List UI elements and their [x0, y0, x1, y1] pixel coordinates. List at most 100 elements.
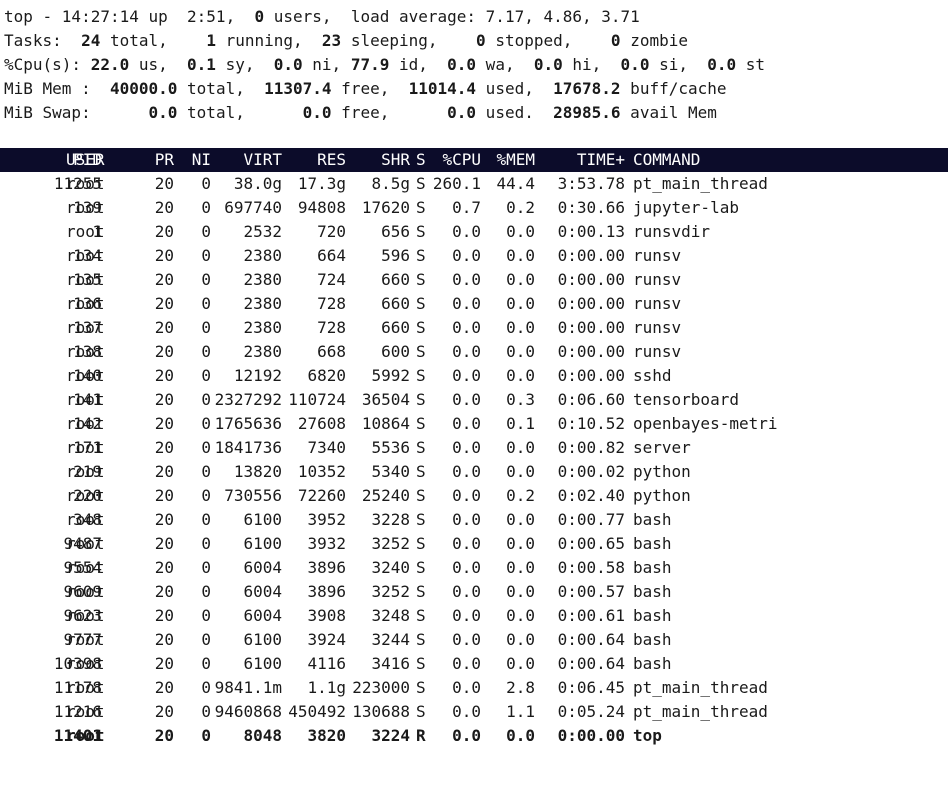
- column-header-cpu[interactable]: %CPU: [442, 150, 481, 169]
- swap-used: 0.0: [447, 103, 477, 122]
- cell-priority: 20: [154, 510, 174, 529]
- table-row[interactable]: 219 root 20 0 13820 10352 5340 S 0.0 0.0 0:00.02 py…: [0, 460, 948, 484]
- cell-res: 10352: [297, 462, 346, 481]
- cell-shr: 3252: [371, 582, 410, 601]
- cell-pid: 11216: [53, 702, 102, 721]
- table-row[interactable]: 140 root 20 0 12192 6820 5992 S 0.0 0.0 0:00.00 ssh…: [0, 364, 948, 388]
- cell-res: 3820: [307, 726, 346, 745]
- cell-command: runsv: [633, 270, 682, 289]
- column-header-command[interactable]: COMMAND: [633, 150, 701, 169]
- cell-nice: 0: [201, 438, 211, 457]
- cell-mem: 0.0: [506, 534, 535, 553]
- cell-pid: 134: [73, 246, 102, 265]
- cell-time: 0:30.66: [557, 198, 625, 217]
- table-row[interactable]: 1 root 20 0 2532 720 656 S 0.0 0.0 0:00.13 runsvdir: [0, 220, 948, 244]
- cell-user: root: [66, 510, 105, 529]
- column-header-ni[interactable]: NI: [191, 150, 211, 169]
- cell-shr: 36504: [361, 390, 410, 409]
- table-row[interactable]: 9487 root 20 0 6100 3932 3252 S 0.0 0.0 0:00.65 bas…: [0, 532, 948, 556]
- load-average-label: load average:: [350, 7, 486, 26]
- table-row[interactable]: 9777 root 20 0 6100 3924 3244 S 0.0 0.0 0:00.64 bas…: [0, 628, 948, 652]
- column-header-res[interactable]: RES: [317, 150, 346, 169]
- table-row[interactable]: 139 root 20 0 697740 94808 17620 S 0.7 0.2 0:30.66…: [0, 196, 948, 220]
- cell-virt: 9460868: [214, 702, 282, 721]
- column-header-state[interactable]: S: [416, 150, 426, 169]
- table-row[interactable]: 136 root 20 0 2380 728 660 S 0.0 0.0 0:00.00 runsv: [0, 292, 948, 316]
- cell-shr: 3244: [371, 630, 410, 649]
- table-row[interactable]: 9623 root 20 0 6004 3908 3248 S 0.0 0.0 0:00.61 bas…: [0, 604, 948, 628]
- table-row[interactable]: 11216 root 20 0 9460868 450492 130688 S 0.0 1.1 0:…: [0, 700, 948, 724]
- column-header-mem[interactable]: %MEM: [496, 150, 535, 169]
- cell-nice: 0: [201, 558, 211, 577]
- cell-command: sshd: [633, 366, 672, 385]
- cell-state: S: [416, 678, 426, 697]
- cell-state: S: [416, 438, 426, 457]
- cell-user: root: [66, 462, 105, 481]
- table-row[interactable]: 348 root 20 0 6100 3952 3228 S 0.0 0.0 0:00.77 bash: [0, 508, 948, 532]
- table-row[interactable]: 220 root 20 0 730556 72260 25240 S 0.0 0.2 0:02.40…: [0, 484, 948, 508]
- cell-user: root: [66, 438, 105, 457]
- table-row[interactable]: 11178 root 20 0 9841.1m 1.1g 223000 S 0.0 2.8 0:06…: [0, 676, 948, 700]
- cpu-si: 0.0: [620, 55, 650, 74]
- column-header-shr[interactable]: SHR: [381, 150, 410, 169]
- cell-pid: 9777: [63, 630, 102, 649]
- cell-virt: 6100: [243, 630, 282, 649]
- table-row[interactable]: 11401 root 20 0 8048 3820 3224 R 0.0 0.0 0:00.00 to…: [0, 724, 948, 748]
- swap-avail-mem-label: avail Mem: [620, 103, 717, 122]
- cell-virt: 2380: [243, 318, 282, 337]
- table-row[interactable]: 171 root 20 0 1841736 7340 5536 S 0.0 0.0 0:00.82 s…: [0, 436, 948, 460]
- cell-mem: 0.0: [506, 582, 535, 601]
- cell-mem: 0.2: [506, 198, 535, 217]
- cell-state: S: [416, 702, 426, 721]
- cell-mem: 0.0: [506, 630, 535, 649]
- cell-nice: 0: [201, 342, 211, 361]
- tasks-label: Tasks:: [4, 31, 72, 50]
- cell-cpu: 0.0: [452, 726, 481, 745]
- column-header-pid[interactable]: PID: [73, 150, 102, 169]
- users-separator: ,: [225, 7, 255, 26]
- cell-mem: 44.4: [496, 174, 535, 193]
- cell-cpu: 0.0: [452, 630, 481, 649]
- table-row[interactable]: 138 root 20 0 2380 668 600 S 0.0 0.0 0:00.00 runsv: [0, 340, 948, 364]
- cell-virt: 2327292: [214, 390, 282, 409]
- cell-res: 724: [317, 270, 346, 289]
- cell-virt: 13820: [233, 462, 282, 481]
- column-header-time[interactable]: TIME+: [576, 150, 625, 169]
- cell-virt: 2380: [243, 246, 282, 265]
- column-header-pr[interactable]: PR: [154, 150, 174, 169]
- cell-user: root: [66, 726, 105, 745]
- tasks-sleeping-label: sleeping,: [341, 31, 438, 50]
- cell-state: S: [416, 294, 426, 313]
- cell-priority: 20: [154, 702, 174, 721]
- current-time: 14:27:14: [61, 7, 139, 26]
- cell-state: S: [416, 390, 426, 409]
- column-header-virt[interactable]: VIRT: [243, 150, 282, 169]
- table-row[interactable]: 137 root 20 0 2380 728 660 S 0.0 0.0 0:00.00 runsv: [0, 316, 948, 340]
- table-row[interactable]: 9609 root 20 0 6004 3896 3252 S 0.0 0.0 0:00.57 bas…: [0, 580, 948, 604]
- cell-time: 0:00.58: [557, 558, 625, 577]
- cell-cpu: 0.0: [452, 222, 481, 241]
- cell-res: 664: [317, 246, 346, 265]
- cell-cpu: 0.0: [452, 342, 481, 361]
- tasks-total-label: total,: [100, 31, 168, 50]
- cell-time: 0:00.13: [557, 222, 625, 241]
- table-row[interactable]: 11255 root 20 0 38.0g 17.3g 8.5g S 260.1 44.4 3:53…: [0, 172, 948, 196]
- table-row[interactable]: 10398 root 20 0 6100 4116 3416 S 0.0 0.0 0:00.64 ba…: [0, 652, 948, 676]
- column-header-user[interactable]: USER: [66, 150, 105, 169]
- cell-shr: 3252: [371, 534, 410, 553]
- cell-time: 0:00.82: [557, 438, 625, 457]
- cell-time: 0:00.00: [557, 294, 625, 313]
- cpu-si-label: si,: [649, 55, 688, 74]
- cell-command: pt_main_thread: [633, 702, 768, 721]
- table-row[interactable]: 142 root 20 0 1765636 27608 10864 S 0.0 0.1 0:10.5…: [0, 412, 948, 436]
- table-row[interactable]: 134 root 20 0 2380 664 596 S 0.0 0.0 0:00.00 runsv: [0, 244, 948, 268]
- cell-command: jupyter-lab: [633, 198, 739, 217]
- table-row[interactable]: 135 root 20 0 2380 724 660 S 0.0 0.0 0:00.00 runsv: [0, 268, 948, 292]
- cell-cpu: 0.7: [452, 198, 481, 217]
- table-row[interactable]: 9554 root 20 0 6004 3896 3240 S 0.0 0.0 0:00.58 bas…: [0, 556, 948, 580]
- cell-nice: 0: [201, 366, 211, 385]
- table-row[interactable]: 141 root 20 0 2327292 110724 36504 S 0.0 0.3 0:06.…: [0, 388, 948, 412]
- cell-user: root: [66, 534, 105, 553]
- mem-total-label: total,: [177, 79, 245, 98]
- cell-user: root: [66, 654, 105, 673]
